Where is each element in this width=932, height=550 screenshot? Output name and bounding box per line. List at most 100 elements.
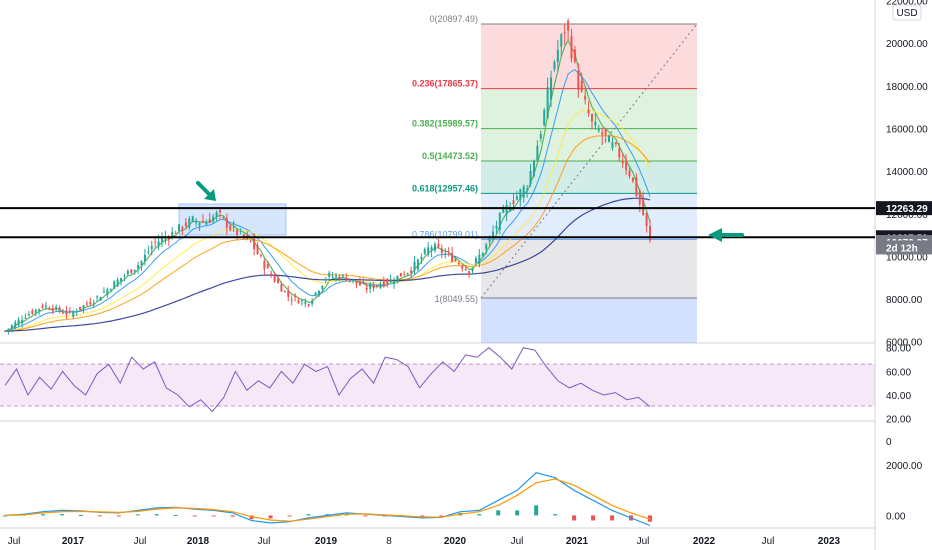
candle-body <box>126 270 129 275</box>
price-axis[interactable]: 22000.00 20000.00 18000.00 16000.00 14000.00… <box>876 0 932 349</box>
candle-body <box>587 109 590 114</box>
candle-body <box>553 61 556 70</box>
candle-body <box>236 229 239 235</box>
price-tick-label: 18000.00 <box>886 82 928 93</box>
candle-body <box>171 231 174 239</box>
candle-body <box>130 269 133 274</box>
green-arrow-left-icon[interactable] <box>708 228 744 242</box>
candle-body <box>140 260 143 266</box>
candle-body <box>638 190 641 205</box>
candle-body <box>222 217 225 219</box>
macd-histogram-bar <box>116 515 121 517</box>
macd-histogram-bar <box>154 514 159 516</box>
price-label: 12263.29 <box>886 204 928 215</box>
candle-body <box>10 325 13 329</box>
candle-body <box>546 87 549 119</box>
time-tick-label: 2023 <box>818 536 841 547</box>
fib-zone <box>481 239 697 298</box>
candle-body <box>434 244 436 251</box>
candle-body <box>570 36 573 59</box>
green-arrow-down-right-icon[interactable] <box>196 181 216 201</box>
candle-body <box>68 310 71 312</box>
price-tick-label: 16000.00 <box>886 124 928 135</box>
candle-body <box>232 226 235 228</box>
candle-body <box>314 292 317 295</box>
candle-body <box>44 305 47 307</box>
candle-body <box>215 212 218 217</box>
macd-histogram-bar <box>306 514 311 516</box>
fib-zone <box>481 161 697 194</box>
candle-body <box>379 284 382 288</box>
candle-body <box>133 269 136 272</box>
candle-body <box>300 300 303 302</box>
rsi-tick-label: 80.00 <box>886 344 911 355</box>
candle-body <box>283 290 286 292</box>
candle-body <box>628 170 631 177</box>
macd-axis[interactable]: 0 2000.00 0.00 <box>886 437 923 522</box>
candle-body <box>389 279 392 283</box>
candle-body <box>7 328 10 331</box>
candle-body <box>277 278 280 284</box>
candle-body <box>474 258 477 263</box>
currency-badge[interactable]: USD <box>892 4 922 21</box>
price-tick-label: 6000.00 <box>886 338 923 349</box>
fib-level-label: 1(8049.55) <box>434 294 478 304</box>
fib-zone <box>481 24 697 89</box>
fib-retracement[interactable]: 0(20897.49) 0.236(17865.37) 0.382(15989.57… <box>412 14 698 343</box>
macd-histogram-bar <box>496 510 501 516</box>
candle-body <box>96 296 99 298</box>
candle-body <box>369 284 372 289</box>
candlesticks <box>4 18 651 335</box>
macd-histogram-bar <box>610 515 615 521</box>
macd-tick-label: 2000.00 <box>886 461 923 472</box>
candle-body <box>89 301 92 305</box>
candle-body <box>17 319 20 326</box>
macd-histogram-bar <box>534 505 539 516</box>
candle-body <box>266 264 269 269</box>
candle-body <box>382 280 385 287</box>
price-label-box <box>876 201 932 216</box>
price-label: 2d 12h <box>886 243 918 254</box>
candle-body <box>239 230 242 232</box>
time-tick-label: 2017 <box>62 536 85 547</box>
price-tick-label: 20000.00 <box>886 39 928 50</box>
candle-body <box>515 196 518 200</box>
candle-body <box>106 289 109 296</box>
candle-body <box>113 281 116 289</box>
candle-body <box>430 247 433 251</box>
fib-level-label: 0.618(12957.46) <box>412 183 478 193</box>
candle-body <box>362 282 365 284</box>
candle-body <box>529 170 532 185</box>
macd-histogram-bar <box>97 515 102 517</box>
candle-body <box>167 238 170 240</box>
candle-body <box>614 142 617 144</box>
macd-histogram-bar <box>477 514 482 516</box>
fib-level-label: 0.382(15989.57) <box>412 119 478 129</box>
fib-trend-line <box>480 23 698 299</box>
rsi-axis[interactable]: 80.00 60.00 40.00 20.00 <box>886 344 911 426</box>
candle-body <box>249 240 252 242</box>
candle-body <box>437 243 440 248</box>
fib-level-label: 0.5(14473.52) <box>422 151 478 161</box>
time-tick-label: 2020 <box>444 536 467 547</box>
macd-histogram-bar <box>59 514 64 516</box>
candle-body <box>461 265 464 269</box>
candle-body <box>188 218 191 228</box>
candle-body <box>556 49 559 63</box>
candle-body <box>219 210 221 213</box>
candle-body <box>577 70 580 90</box>
candle-body <box>631 177 634 182</box>
candle-body <box>403 274 406 276</box>
candle-body <box>375 284 378 286</box>
candle-body <box>454 258 457 261</box>
horizontal-lines[interactable] <box>0 207 875 239</box>
candle-body <box>246 235 249 237</box>
candle-body <box>365 287 368 290</box>
candle-body <box>34 309 37 313</box>
candle-body <box>116 279 119 287</box>
time-axis[interactable]: Jul 2017 Jul 2018 Jul 2019 8 2020 Jul 2021 Jul 2022… <box>8 536 841 547</box>
candle-body <box>536 145 539 161</box>
currency-label: USD <box>896 8 917 19</box>
